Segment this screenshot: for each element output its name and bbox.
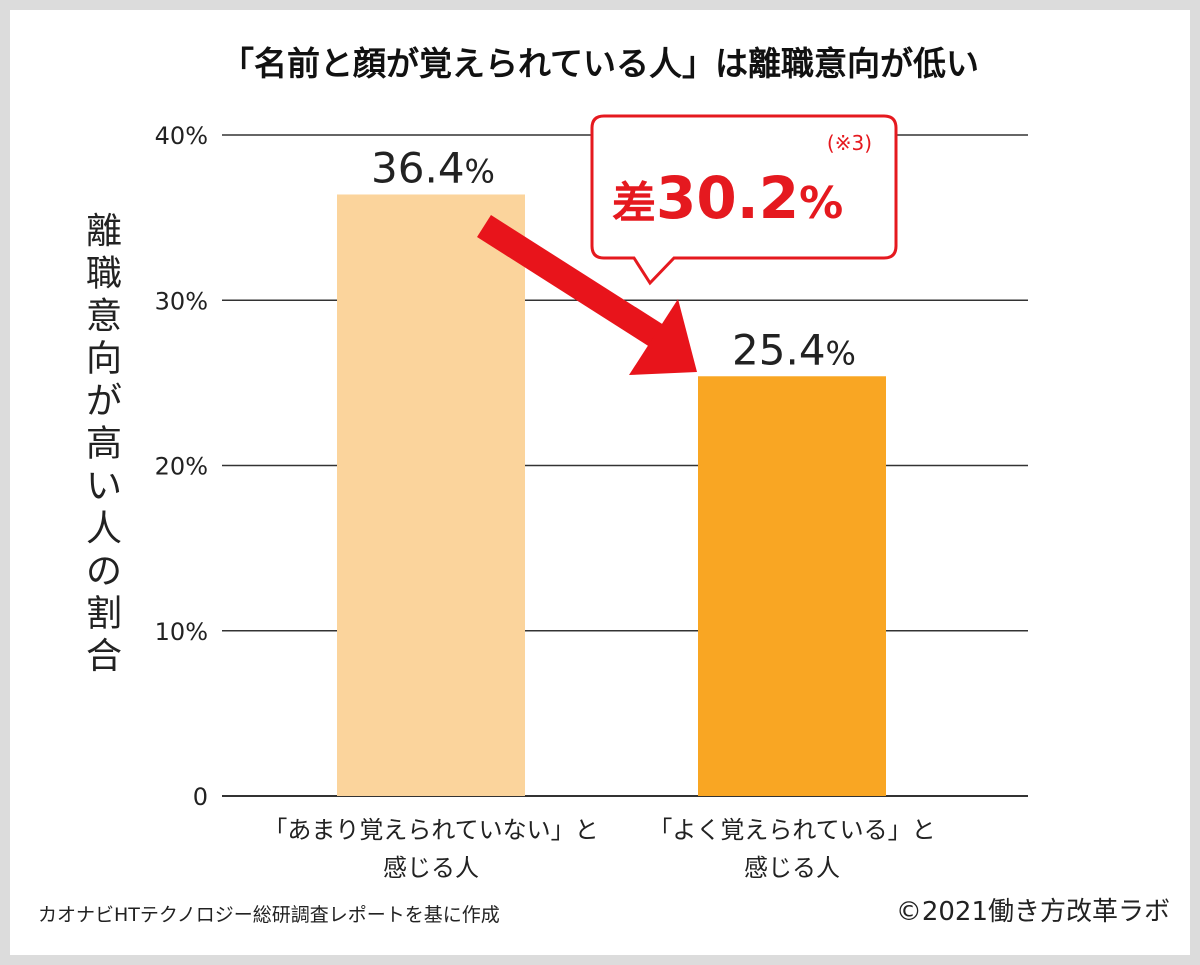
bar: [337, 194, 525, 797]
callout-difference: 差30.2%: [612, 164, 843, 232]
y-tick-label: 40%: [155, 122, 208, 150]
y-axis-label: 離職意向が高い人の割合: [86, 211, 122, 677]
difference-arrow: [477, 215, 697, 375]
y-tick-label: 10%: [155, 618, 208, 646]
callout-bubble: [590, 114, 898, 286]
callout-number: 30.2: [656, 164, 799, 232]
category-label: 感じる人: [744, 854, 840, 882]
y-tick-labels: 0 10% 20% 30% 40%: [155, 122, 208, 811]
source-note: カオナビHTテクノロジー総研調査レポートを基に作成: [38, 904, 500, 926]
category-label: 「あまり覚えられていない」と: [263, 816, 598, 844]
chart-title: 「名前と顔が覚えられている人」は離職意向が低い: [221, 44, 979, 83]
arrow-shaft: [477, 215, 667, 349]
arrow-head: [629, 299, 697, 375]
bars: [337, 194, 886, 797]
callout-note: (※3): [827, 131, 872, 155]
data-label: 36.4%: [371, 143, 495, 192]
copyright: ©2021働き方改革ラボ: [896, 897, 1170, 927]
y-tick-label: 30%: [155, 287, 208, 315]
callout-prefix: 差: [612, 178, 656, 229]
category-label: 感じる人: [383, 854, 479, 882]
y-tick-label: 0: [193, 783, 208, 811]
callout-unit: %: [799, 178, 843, 229]
category-label: 「よく覚えられている」と: [648, 816, 935, 844]
value-labels: 36.4% 25.4%: [371, 143, 856, 374]
difference-callout: (※3) 差30.2%: [590, 114, 898, 286]
bar: [698, 376, 886, 796]
y-tick-label: 20%: [155, 453, 208, 481]
data-label: 25.4%: [732, 325, 856, 374]
